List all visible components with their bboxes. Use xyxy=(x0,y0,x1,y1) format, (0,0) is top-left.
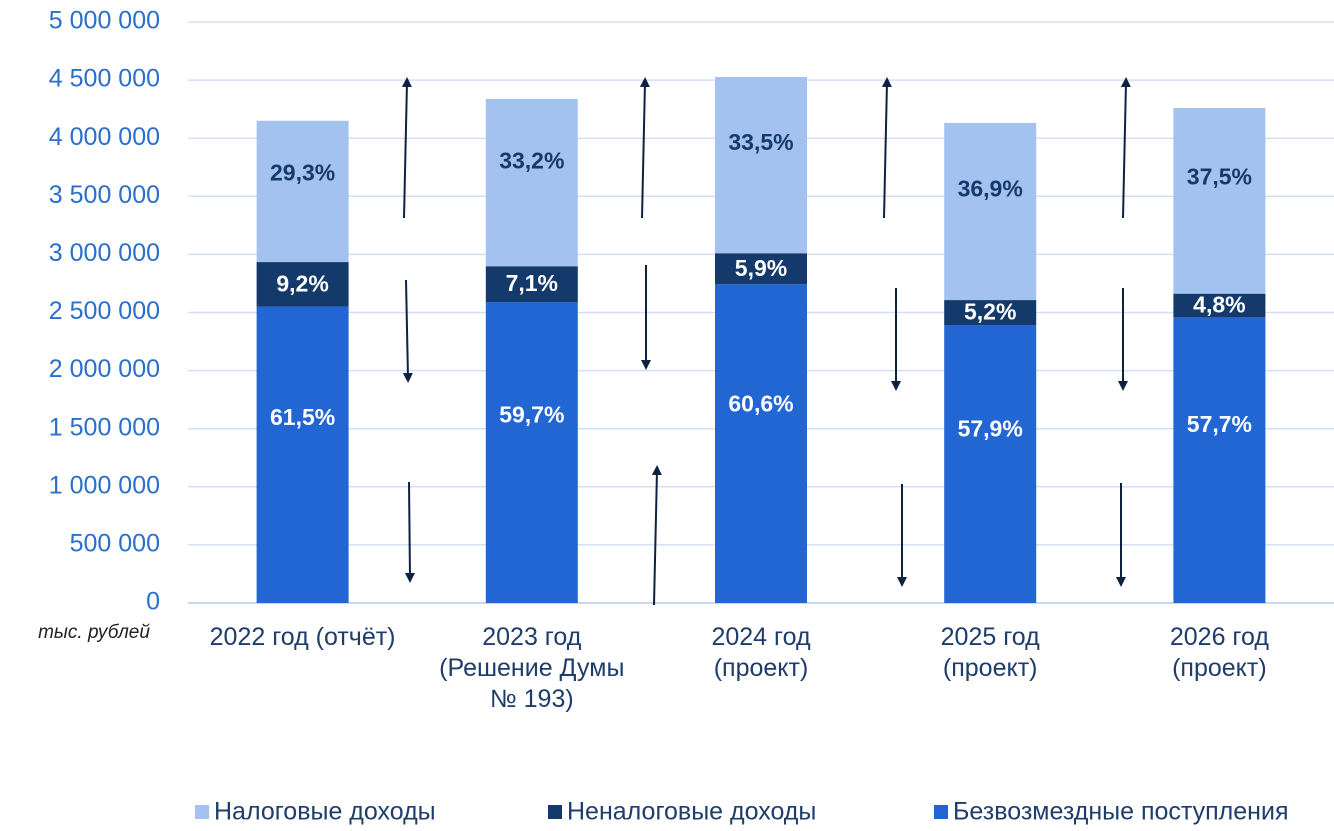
bar-segment xyxy=(256,306,349,603)
bar-segment xyxy=(1173,317,1266,603)
y-tick-label: 3 000 000 xyxy=(49,239,160,267)
data-label: 60,6% xyxy=(728,390,793,416)
x-tick-label: 2026 год (проект) xyxy=(1170,623,1269,682)
bar-segment xyxy=(944,300,1037,326)
bar-segment xyxy=(256,120,349,263)
bar-segment xyxy=(1173,107,1266,294)
legend-swatch xyxy=(548,805,562,819)
arrow xyxy=(402,279,413,383)
y-tick-label: 3 500 000 xyxy=(49,181,160,209)
bar-segment xyxy=(944,122,1037,301)
bar-segment xyxy=(715,284,807,603)
legend-swatch xyxy=(934,805,948,819)
bar-segment xyxy=(715,76,807,254)
arrow xyxy=(639,77,650,219)
y-tick-label: 5 000 000 xyxy=(49,7,160,35)
data-label: 57,9% xyxy=(958,416,1023,442)
x-tick-label: 2025 год (проект) xyxy=(941,623,1040,682)
x-tick-label: 2024 год (проект) xyxy=(711,623,810,682)
arrow xyxy=(881,77,892,219)
arrow xyxy=(404,481,415,583)
bar-segment xyxy=(944,325,1037,603)
data-label: 59,7% xyxy=(499,401,564,427)
y-tick-label: 1 500 000 xyxy=(49,413,160,441)
legend-label: Безвозмездные поступления xyxy=(953,798,1289,826)
bar-segment xyxy=(485,266,578,303)
data-label: 61,5% xyxy=(270,404,335,430)
x-tick-label: 2023 год (Решение Думы № 193) xyxy=(439,623,624,713)
data-label: 5,2% xyxy=(964,299,1016,325)
data-label: 9,2% xyxy=(276,270,328,296)
bar-segment xyxy=(1173,293,1266,318)
y-tick-label: 2 000 000 xyxy=(49,355,160,383)
data-label: 33,2% xyxy=(499,148,564,174)
data-label: 36,9% xyxy=(958,175,1023,201)
bar-segment xyxy=(715,253,807,285)
bar-segment xyxy=(485,98,578,267)
x-tick-label: 2022 год (отчёт) xyxy=(210,623,396,651)
y-tick-label: 0 xyxy=(146,588,160,616)
legend-label: Налоговые доходы xyxy=(214,798,436,826)
data-label: 5,9% xyxy=(735,255,787,281)
y-tick-label: 4 000 000 xyxy=(49,123,160,151)
y-tick-label: 1 000 000 xyxy=(49,471,160,499)
data-label: 37,5% xyxy=(1187,164,1252,190)
y-tick-label: 500 000 xyxy=(70,530,160,558)
arrow xyxy=(1120,77,1131,219)
arrow xyxy=(401,77,412,219)
legend-label: Неналоговые доходы xyxy=(567,798,816,826)
y-unit: тыс. рублей xyxy=(38,622,150,643)
y-tick-label: 4 500 000 xyxy=(49,65,160,93)
data-label: 57,7% xyxy=(1187,411,1252,437)
bar-segment xyxy=(256,262,349,307)
data-label: 7,1% xyxy=(506,270,558,296)
bar-segment xyxy=(485,302,578,603)
y-tick-label: 2 500 000 xyxy=(49,297,160,325)
legend-swatch xyxy=(195,805,209,819)
data-label: 33,5% xyxy=(728,129,793,155)
data-label: 4,8% xyxy=(1193,292,1245,318)
arrow xyxy=(651,465,662,606)
data-label: 29,3% xyxy=(270,160,335,186)
